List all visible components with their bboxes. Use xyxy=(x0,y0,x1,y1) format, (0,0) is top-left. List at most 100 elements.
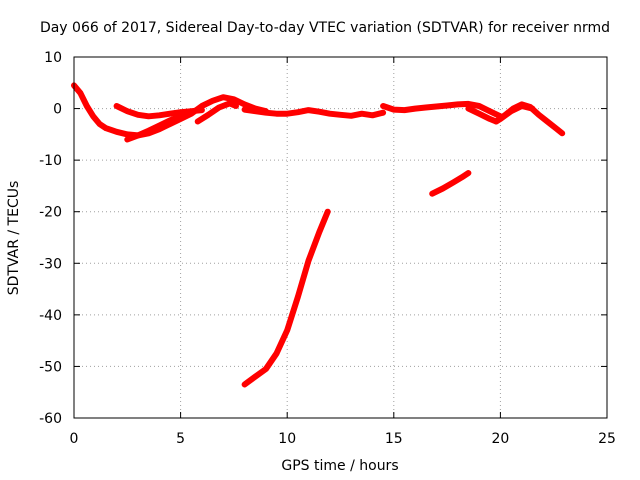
x-tick-label: 15 xyxy=(385,431,403,447)
y-tick-label: -30 xyxy=(39,256,62,272)
data-point xyxy=(465,106,471,112)
data-point xyxy=(459,174,465,180)
x-tick-label: 10 xyxy=(278,431,296,447)
data-point xyxy=(493,119,499,124)
data-point xyxy=(295,109,301,115)
data-point xyxy=(510,106,516,112)
data-point xyxy=(124,131,130,137)
data-point xyxy=(156,123,162,129)
data-point xyxy=(402,107,407,113)
data-series xyxy=(71,82,566,388)
data-point xyxy=(527,104,533,110)
data-point xyxy=(380,110,386,116)
data-point xyxy=(316,109,322,115)
plot-frame xyxy=(73,56,608,419)
data-point xyxy=(455,101,461,107)
data-point xyxy=(359,111,365,117)
data-point xyxy=(205,112,211,118)
data-point xyxy=(216,105,222,110)
series-arc-4 xyxy=(194,100,239,125)
data-point xyxy=(263,110,269,116)
data-point xyxy=(429,191,435,197)
data-point xyxy=(114,103,120,109)
series-arc-3 xyxy=(124,109,195,143)
data-point xyxy=(135,112,141,118)
data-point xyxy=(370,112,375,118)
data-point xyxy=(124,108,130,114)
data-point xyxy=(103,125,109,131)
data-point xyxy=(210,98,216,104)
y-tick-label: -10 xyxy=(39,153,62,169)
data-point xyxy=(274,111,279,117)
data-point xyxy=(451,179,456,185)
data-point xyxy=(227,100,233,106)
data-point xyxy=(295,294,301,300)
x-axis-title: GPS time / hours xyxy=(281,458,398,474)
data-point xyxy=(242,101,248,107)
data-point xyxy=(114,129,120,135)
data-point xyxy=(338,112,343,118)
data-point xyxy=(284,327,290,333)
y-tick-label: -40 xyxy=(39,308,62,324)
data-point xyxy=(476,103,482,109)
data-point xyxy=(90,113,96,119)
y-tick-label: -20 xyxy=(39,205,62,221)
data-point xyxy=(233,103,239,109)
data-point xyxy=(242,382,248,387)
data-point xyxy=(220,94,226,100)
data-point xyxy=(502,112,508,118)
data-point xyxy=(167,111,173,117)
data-point xyxy=(135,132,141,138)
data-point xyxy=(199,107,205,113)
data-point xyxy=(519,101,525,107)
data-point xyxy=(263,366,269,372)
data-point xyxy=(146,113,152,119)
data-point xyxy=(97,121,103,127)
series-arc-10 xyxy=(429,170,472,197)
y-tick-label: 0 xyxy=(53,102,62,118)
data-point xyxy=(252,374,258,380)
data-point xyxy=(124,137,130,142)
data-point xyxy=(487,116,493,122)
data-point xyxy=(77,90,83,96)
data-point xyxy=(231,96,237,102)
data-point xyxy=(465,170,471,176)
data-point xyxy=(188,110,194,116)
y-tick-label: -60 xyxy=(39,411,62,427)
series-arc-8 xyxy=(493,101,566,137)
data-point xyxy=(423,105,429,110)
data-point xyxy=(465,101,471,107)
data-point xyxy=(391,107,397,113)
x-tick-label: 20 xyxy=(491,431,509,447)
data-point xyxy=(559,130,565,136)
data-point xyxy=(242,107,248,113)
data-point xyxy=(167,117,173,123)
data-point xyxy=(553,125,559,131)
data-point xyxy=(316,229,322,235)
data-point xyxy=(195,119,201,124)
data-point xyxy=(444,103,450,108)
data-point xyxy=(544,119,550,124)
data-point xyxy=(178,113,184,119)
data-point xyxy=(146,128,152,134)
series-arc-5 xyxy=(241,106,387,119)
y-axis-title: SDTVAR / TECUs xyxy=(6,181,22,296)
data-point xyxy=(325,209,331,215)
series-arc-9 xyxy=(241,208,331,388)
chart-title: Day 066 of 2017, Sidereal Day-to-day VTE… xyxy=(40,20,610,36)
data-point xyxy=(412,106,418,112)
x-tick-label: 25 xyxy=(598,431,616,447)
x-tick-label: 5 xyxy=(176,431,185,447)
y-tick-label: 10 xyxy=(44,50,62,66)
data-point xyxy=(348,113,354,119)
data-point xyxy=(536,112,542,118)
data-point xyxy=(156,112,162,118)
data-point xyxy=(380,103,386,109)
data-point xyxy=(84,103,90,109)
data-point xyxy=(274,351,279,356)
data-point xyxy=(284,111,290,117)
data-point xyxy=(252,108,258,114)
data-point xyxy=(433,104,439,109)
data-point xyxy=(487,108,493,114)
